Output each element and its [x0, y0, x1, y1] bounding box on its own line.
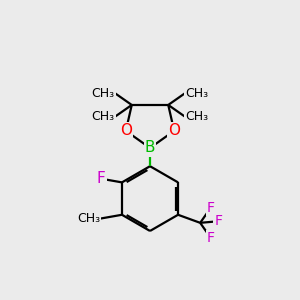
Text: CH₃: CH₃	[77, 212, 100, 225]
Text: F: F	[207, 201, 215, 215]
Text: O: O	[168, 123, 180, 138]
Text: CH₃: CH₃	[185, 110, 208, 123]
Text: CH₃: CH₃	[92, 87, 115, 100]
Text: B: B	[145, 140, 155, 155]
Text: CH₃: CH₃	[185, 87, 208, 100]
Text: CH₃: CH₃	[92, 110, 115, 123]
Text: F: F	[97, 171, 105, 186]
Text: F: F	[207, 231, 215, 245]
Text: F: F	[214, 214, 222, 228]
Text: O: O	[120, 123, 132, 138]
